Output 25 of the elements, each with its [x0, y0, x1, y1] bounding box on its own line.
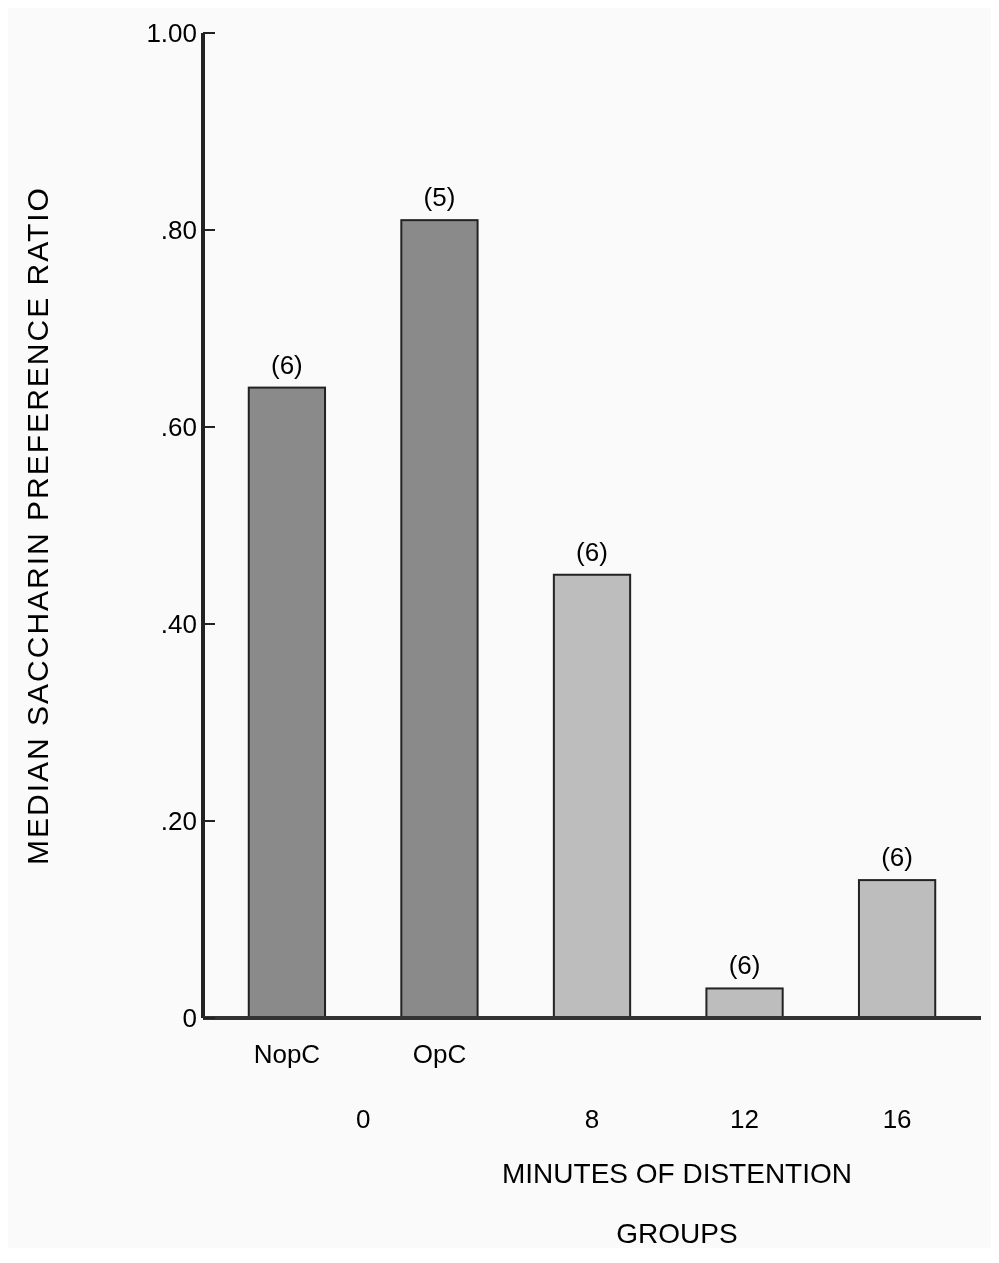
y-tick-label: .40: [160, 609, 197, 640]
annotation: (6): [271, 349, 303, 380]
x-tick-label: 8: [584, 1104, 600, 1134]
y-tick-label: 0: [182, 1003, 197, 1034]
y-axis-title: MEDIAN SACCHARIN PREFERENCE RATIO: [21, 186, 54, 865]
y-tick-label: .80: [160, 215, 197, 246]
annotation: (5): [423, 182, 456, 213]
y-tick-label: 1.00: [146, 18, 197, 49]
x-tick-label: OpC: [412, 1039, 467, 1069]
text: 0: [355, 1104, 371, 1134]
annotation: (6): [576, 536, 608, 567]
bar: [705, 987, 784, 1019]
annotation: (6): [728, 950, 761, 981]
x-tick-label: NopC: [253, 1039, 321, 1069]
text: GROUPS: [616, 1218, 738, 1249]
y-tick-label: .60: [160, 412, 197, 443]
annotation: (6): [881, 842, 913, 873]
bar: [247, 386, 327, 1019]
bar: [400, 219, 479, 1019]
x-axis-title: MINUTES OF DISTENTION: [502, 1158, 852, 1189]
y-tick-label: .20: [160, 806, 197, 837]
x-tick-label: 16: [882, 1104, 912, 1134]
x-tick-label: 12: [730, 1104, 760, 1134]
bar: [552, 573, 632, 1019]
bar: [857, 879, 937, 1019]
